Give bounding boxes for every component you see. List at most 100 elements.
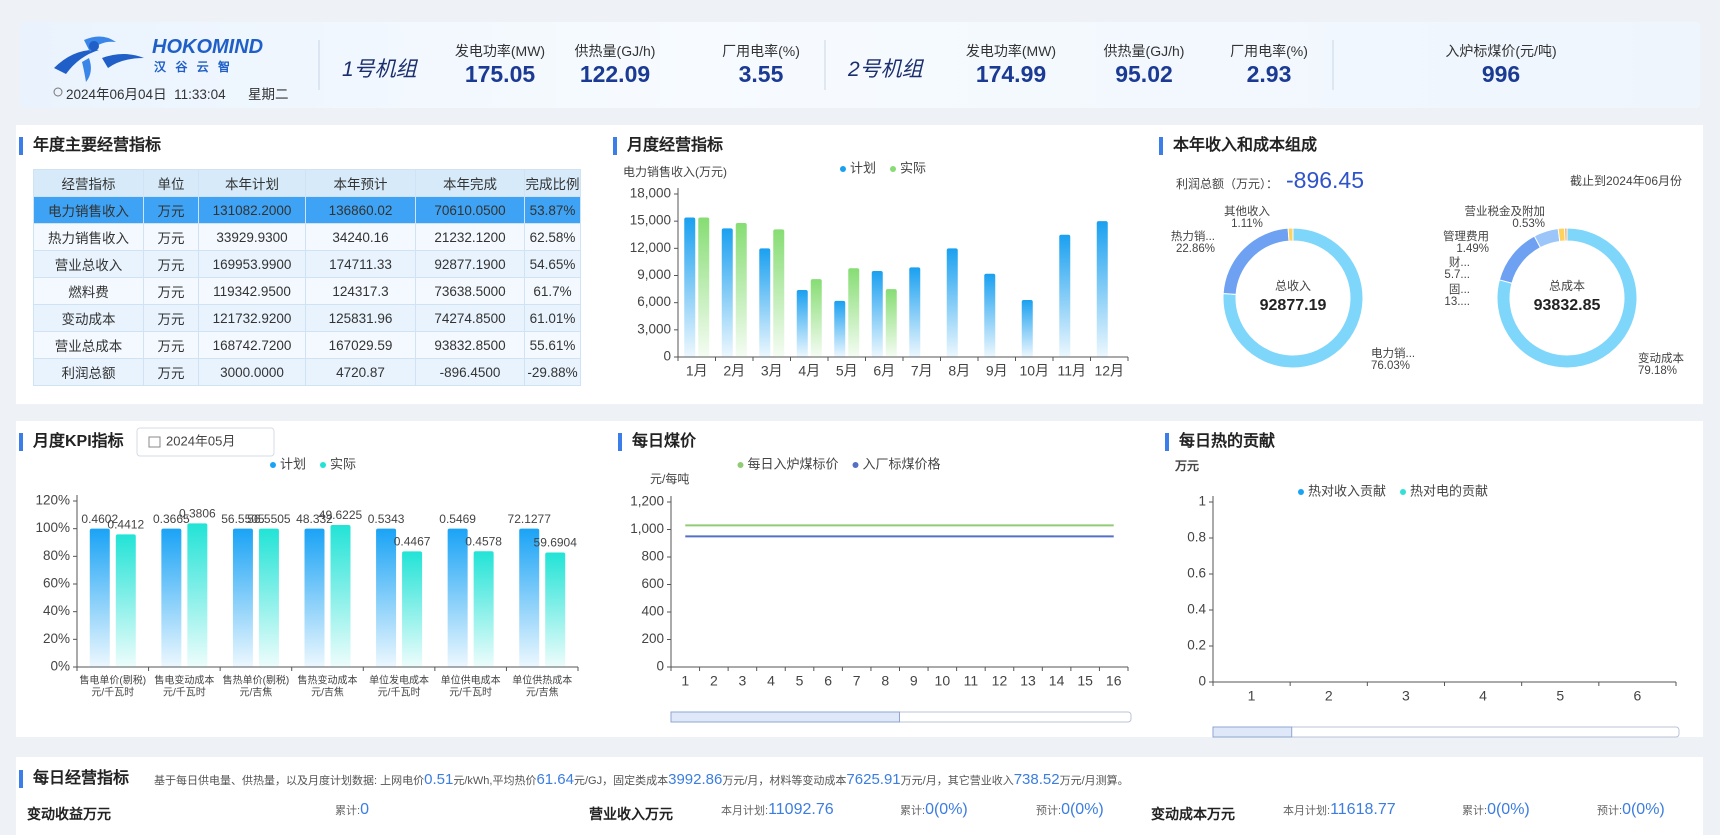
- table-cell: 92877.1900: [415, 250, 525, 278]
- pie-label: 管理费用: [1443, 229, 1489, 243]
- data-label: 0.3806: [179, 507, 216, 521]
- x-tick-label: 单位供电成本: [441, 674, 501, 687]
- y-tick-label: 0: [656, 659, 664, 674]
- y-tick-label: 15,000: [630, 213, 671, 228]
- bar: [909, 267, 921, 357]
- data-label: 0.5343: [368, 512, 405, 526]
- section-title: 月度KPI指标: [32, 431, 124, 450]
- pie-center-value: 92877.19: [1260, 297, 1327, 314]
- table-cell: 变动成本: [33, 304, 144, 332]
- description: 基于每日供电量、供热量，以及月度计划数据: 上网电价0.51元/kWh,平均热价…: [154, 771, 1129, 788]
- table-cell: 174711.33: [305, 250, 416, 278]
- bar: [810, 279, 822, 357]
- clock-icon: [53, 87, 63, 97]
- y-tick-label: 0: [1198, 674, 1206, 689]
- description-value: 3992.86: [668, 771, 723, 788]
- table-cell: 136860.02: [305, 196, 416, 224]
- stat-value: 0(0%): [925, 801, 968, 818]
- bar: [161, 528, 182, 667]
- coal-price-value: 996: [1481, 61, 1521, 87]
- data-label: 0.3665: [153, 512, 190, 526]
- title-bar: [613, 137, 617, 155]
- x-tick-label: 1月: [686, 363, 708, 379]
- x-tick-label: 10月: [1019, 363, 1049, 379]
- legend-label: 热对电的贡献: [1410, 483, 1488, 498]
- metric-label: 发电功率(MW): [965, 43, 1057, 59]
- y-tick-label: 0.6: [1187, 566, 1206, 581]
- stat-label: 预计:: [1597, 805, 1623, 817]
- stat-value: 0(0%): [1622, 801, 1665, 818]
- bar: [519, 528, 540, 667]
- pie-label: 电力销...: [1371, 346, 1415, 360]
- x-tick-label: 售热变动成本: [298, 674, 358, 687]
- x-tick-label: 1: [681, 673, 689, 689]
- bar: [376, 528, 397, 667]
- metric-label: 供热量(GJ/h): [1103, 43, 1185, 59]
- pie-label: 营业税金及附加: [1465, 204, 1546, 218]
- x-tick-label: 元/吉焦: [240, 686, 273, 699]
- metric-value: 175.05: [464, 61, 536, 87]
- stat-label: 预计:: [1036, 805, 1062, 817]
- x-tick-label: 7月: [911, 363, 933, 379]
- x-tick-label: 8: [881, 673, 889, 689]
- bar: [330, 524, 351, 667]
- table-cell: 万元: [143, 196, 199, 224]
- column-header: 完成比例: [524, 169, 581, 197]
- stat-label: 累计:: [900, 805, 926, 817]
- pie-segment: [1287, 227, 1294, 242]
- x-tick-label: 元/千瓦时: [91, 687, 134, 699]
- section-title: 每日煤价: [632, 431, 697, 450]
- y-tick-label: 1: [1198, 494, 1206, 509]
- metric-value: 3.55: [738, 61, 784, 87]
- y-tick-label: 0: [663, 349, 671, 364]
- section-title: 本年收入和成本组成: [1173, 135, 1317, 154]
- x-tick-label: 2: [710, 673, 718, 689]
- table-cell: 61.01%: [524, 304, 581, 332]
- table-cell: 93832.8500: [415, 331, 525, 359]
- table-cell: 169953.9900: [198, 250, 306, 278]
- bar: [984, 273, 996, 357]
- pie-value-label: 0.53%: [1512, 218, 1545, 230]
- y-axis-label: 电力销售收入(万元): [623, 164, 727, 179]
- data-label: 72.1277: [508, 512, 552, 526]
- table-cell: 利润总额: [33, 358, 144, 386]
- title-bar: [19, 433, 23, 451]
- description-value: 0.51: [424, 771, 454, 788]
- bar: [848, 268, 860, 357]
- weekday: 星期二: [248, 87, 289, 102]
- legend-label: 实际: [330, 456, 356, 471]
- x-tick-label: 7: [853, 673, 861, 689]
- y-tick-label: 18,000: [630, 186, 671, 201]
- item-stat: 累计:0: [335, 801, 369, 819]
- bar: [759, 248, 771, 357]
- data-label: 0.5469: [439, 512, 476, 526]
- x-tick-label: 11月: [1057, 363, 1086, 379]
- y-tick-label: 1,200: [630, 494, 664, 509]
- item-stat: 累计:0(0%): [1462, 801, 1530, 819]
- summary-label: 利润总额（万元）：: [1176, 177, 1278, 191]
- legend-marker: [890, 166, 896, 172]
- x-tick-label: 元/千瓦时: [449, 687, 492, 699]
- zoom-window: [670, 711, 900, 723]
- date-picker[interactable]: [136, 427, 275, 457]
- bar: [796, 289, 808, 357]
- bar: [735, 222, 747, 357]
- x-tick-label: 15: [1077, 673, 1093, 689]
- pie-label: 其他收入: [1224, 204, 1270, 218]
- stat-label: 累计:: [1462, 805, 1488, 817]
- table-cell: 34240.16: [305, 223, 416, 251]
- pie-segment: [1557, 227, 1566, 243]
- legend-marker: [269, 462, 276, 468]
- x-tick-label: 5: [1556, 688, 1564, 704]
- description-text: 基于每日供电量、供热量，以及月度计划数据: 上网电价: [154, 775, 425, 787]
- stat-value: 0(0%): [1061, 801, 1104, 818]
- data-label: 0.4602: [81, 512, 118, 526]
- stat-label: 本月计划:: [1283, 805, 1331, 817]
- table-cell: 万元: [143, 331, 199, 359]
- datetime: 2024年06月04日 11:33:04: [66, 87, 226, 102]
- pie-label: 变动成本: [1638, 351, 1684, 365]
- x-tick-label: 4: [767, 673, 775, 689]
- bar: [721, 228, 733, 357]
- x-tick-label: 12: [992, 673, 1008, 689]
